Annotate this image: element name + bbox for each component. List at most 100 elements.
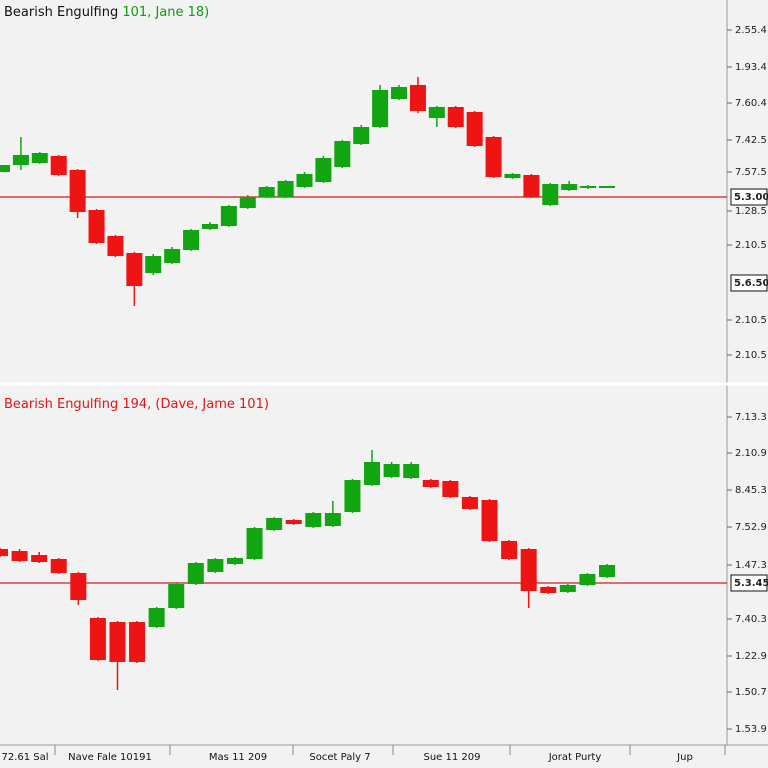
y-tick-label: 7.60.4 (735, 98, 767, 109)
candle-body (364, 462, 381, 485)
y-tick-label: 8.45.3 (735, 485, 767, 496)
chart-title: Bearish Engulfing 194, (Dave, Jame 101) (4, 397, 269, 412)
candle-body (559, 585, 576, 592)
y-tick-label: 1.22.9 (735, 651, 767, 662)
candle-body (266, 518, 283, 530)
candle-body (107, 236, 124, 256)
candle-body (305, 513, 322, 527)
x-tick-label: Socet Paly 7 (309, 752, 370, 763)
candle-body (324, 513, 341, 526)
candle-body (485, 137, 502, 177)
price-label: 5.3.45 (734, 578, 768, 589)
price-box (730, 274, 768, 292)
y-tick-label: 1.93.4 (735, 62, 767, 73)
candle-body (126, 253, 143, 286)
candle-body (70, 573, 87, 600)
candle-body (523, 175, 540, 197)
x-tick-label: 72.61 Sal (1, 752, 48, 763)
candle-body (383, 464, 400, 477)
candle-body (277, 181, 294, 197)
candle-body (50, 559, 67, 573)
y-tick-label: 2.10.9 (735, 448, 767, 459)
candle-body (201, 224, 218, 229)
candle-body (239, 197, 256, 208)
candle-body (187, 563, 204, 584)
candle-body (579, 574, 596, 585)
candle-body (89, 618, 106, 660)
candle-body (520, 549, 537, 591)
candle-body (129, 622, 146, 662)
candle-body (246, 528, 263, 559)
candle-body (353, 127, 370, 144)
candle-body (372, 90, 389, 127)
price-label: 5.6.50 (734, 278, 768, 289)
candle-body (31, 555, 48, 562)
y-tick-label: 7.40.3 (735, 614, 767, 625)
candle-body (11, 551, 28, 561)
y-tick-label: 1.28.5 (735, 206, 767, 217)
price-box (730, 574, 768, 592)
price-box (730, 188, 768, 206)
candle-body (220, 206, 237, 226)
x-tick-label: Mas 11 209 (209, 752, 267, 763)
candle-body (315, 158, 332, 182)
candle-body (403, 464, 420, 478)
candle-body (148, 608, 165, 627)
x-tick-label: Nave Fale 10191 (68, 752, 152, 763)
y-tick-label: 1.50.7 (735, 687, 767, 698)
candle-body (0, 549, 8, 556)
y-tick-label: 7.57.5 (735, 167, 767, 178)
candle-body (428, 107, 445, 118)
candle-body (561, 184, 578, 190)
y-tick-label: 2.10.5 (735, 350, 767, 361)
candle-body (344, 480, 361, 512)
y-tick-label: 2.10.5 (735, 315, 767, 326)
title-text: Bearish Engulfing 194, (Dave, Jame 101) (4, 397, 269, 412)
candle-body (481, 500, 498, 541)
title-suffix: 101, Jane 18) (122, 5, 209, 20)
candle-body (296, 174, 313, 187)
candle-body (461, 497, 478, 509)
candle-body (409, 85, 426, 111)
candle-body (164, 249, 181, 263)
candle-body (599, 565, 615, 577)
candle-body (31, 153, 48, 163)
candle-body (599, 186, 615, 188)
candle-body (504, 174, 521, 178)
y-tick-label: 2.10.5 (735, 240, 767, 251)
candle-body (580, 186, 597, 188)
y-tick-label: 7.42.5 (735, 135, 767, 146)
candle-body (447, 107, 464, 127)
y-tick-label: 2.55.4 (735, 25, 767, 36)
candle-body (391, 87, 408, 99)
price-label: 5.3.00 (734, 192, 768, 203)
candle-body (422, 480, 439, 487)
candle-body (285, 520, 302, 524)
candle-body (542, 184, 559, 205)
y-tick-label: 1.53.9 (735, 724, 767, 735)
candle-body (50, 156, 67, 175)
x-tick-label: Jup (676, 752, 693, 763)
candle-body (334, 141, 351, 167)
y-tick-label: 1.47.3 (735, 560, 767, 571)
candle-body (207, 559, 224, 572)
candle-body (109, 622, 126, 662)
candle-body (226, 558, 243, 564)
candle-body (12, 155, 29, 165)
candle-body (88, 210, 105, 243)
title-text: Bearish Engulfing (4, 5, 118, 20)
x-tick-label: Sue 11 209 (423, 752, 480, 763)
y-tick-label: 7.52.9 (735, 522, 767, 533)
candle-body (183, 230, 200, 250)
chart-title: Bearish Engulfing 101, Jane 18) (4, 5, 209, 20)
candle-body (501, 541, 518, 559)
candle-body (442, 481, 459, 497)
candle-body (168, 584, 185, 608)
candle-body (258, 187, 275, 197)
y-tick-label: 7.13.3 (735, 412, 767, 423)
candle-body (466, 112, 483, 146)
candle-body (0, 165, 10, 172)
candle-body (145, 256, 162, 273)
x-tick-label: Jorat Purty (548, 752, 602, 763)
